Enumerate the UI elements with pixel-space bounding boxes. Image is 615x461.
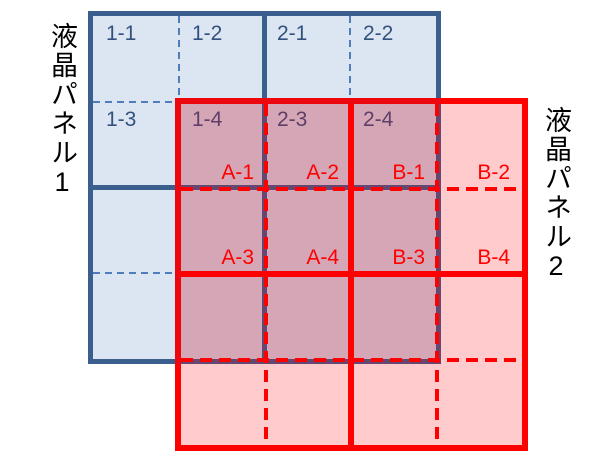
panel2-cell-label: A-3 [221, 246, 254, 269]
panel1-cell-label: 1-2 [192, 22, 223, 45]
panel2-name-label: 液晶パネル2 [541, 106, 571, 283]
panel1-cell-label: 1-3 [106, 108, 137, 131]
panel2-cell-label: B-4 [477, 246, 510, 269]
panel1-cell-label: 1-1 [106, 22, 137, 45]
panel2-cell-label: A-1 [221, 161, 254, 184]
panel-overlap-region [175, 98, 441, 364]
panel1-cell-label: 2-1 [277, 22, 308, 45]
panel2-cell-label: A-4 [306, 246, 339, 269]
panel1-name-label: 液晶パネル1 [47, 22, 77, 199]
panel2-center-horizontal-line [181, 271, 522, 277]
panel2-cell-label: B-2 [477, 161, 510, 184]
panel2-cell-label: B-1 [392, 161, 425, 184]
panel2-grid: A-1 A-2 B-1 B-2 A-3 A-4 B-3 B-4 [175, 98, 528, 451]
panel1-cell-label: 2-4 [363, 108, 394, 131]
panel1-cell-label: 2-3 [277, 108, 308, 131]
panel2-cell-label: A-2 [306, 161, 339, 184]
panel1-cell-label: 2-2 [363, 22, 394, 45]
panel2-cell-label: B-3 [392, 246, 425, 269]
panel1-cell-label: 1-4 [192, 108, 223, 131]
